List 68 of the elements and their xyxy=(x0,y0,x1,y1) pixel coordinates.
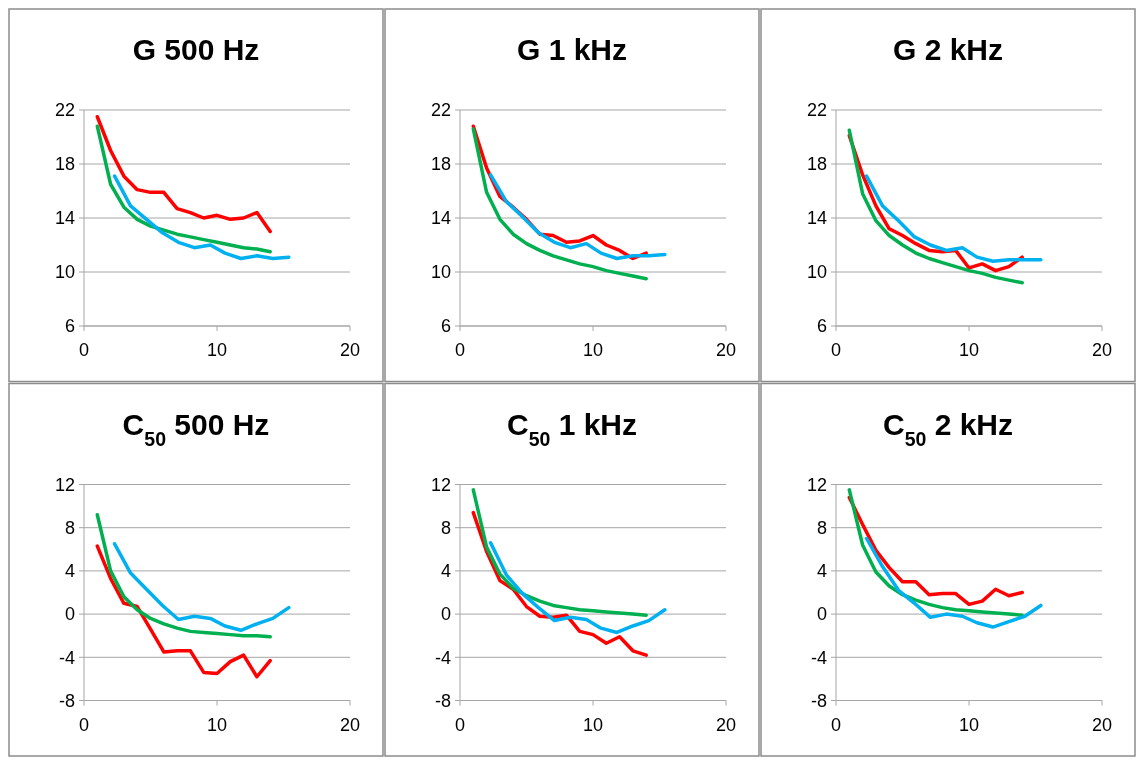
line-series xyxy=(112,174,291,261)
y-tick-label: -4 xyxy=(810,647,827,668)
line-series xyxy=(864,536,1043,629)
x-tick-label: 0 xyxy=(830,714,842,735)
chart-title: C$_{50}$ 500 Hz xyxy=(122,407,270,450)
y-tick-label: 8 xyxy=(816,518,827,538)
y-tick-label: 0 xyxy=(440,604,451,625)
y-tick-label: 22 xyxy=(430,100,451,121)
x-tick-label: 10 xyxy=(206,714,228,735)
chart-title: C$_{50}$ 1 kHz xyxy=(506,407,638,450)
y-tick-label: 18 xyxy=(430,154,451,175)
line-series xyxy=(95,544,272,679)
x-tick-label: 10 xyxy=(958,714,980,735)
y-tick-label: 4 xyxy=(816,561,827,582)
y-tick-label: 6 xyxy=(440,316,451,337)
x-tick-label: 0 xyxy=(78,340,90,360)
x-tick-label: 20 xyxy=(715,714,737,735)
y-tick-label: 4 xyxy=(440,561,451,582)
x-tick-label: 20 xyxy=(339,340,361,360)
line-series xyxy=(471,488,648,617)
y-tick-label: 0 xyxy=(64,604,75,625)
y-tick-label: 18 xyxy=(54,154,75,175)
line-series xyxy=(95,512,272,639)
line-series xyxy=(488,173,667,261)
y-tick-label: 12 xyxy=(806,474,827,495)
chart-title: C$_{50}$ 2 kHz xyxy=(882,407,1014,450)
x-tick-label: 10 xyxy=(958,340,980,360)
y-tick-label: 10 xyxy=(430,262,451,283)
y-tick-label: 14 xyxy=(54,208,75,229)
y-tick-label: 14 xyxy=(806,208,827,229)
line-series xyxy=(95,115,272,234)
line-series xyxy=(95,124,272,254)
y-tick-label: -8 xyxy=(810,690,827,711)
x-tick-label: 0 xyxy=(454,714,466,735)
line-series xyxy=(488,541,667,635)
x-tick-label: 20 xyxy=(715,340,737,360)
y-tick-label: -8 xyxy=(434,690,451,711)
y-tick-label: 6 xyxy=(816,316,827,337)
y-tick-label: 4 xyxy=(64,561,75,582)
y-tick-label: -8 xyxy=(58,690,75,711)
y-tick-label: 12 xyxy=(430,474,451,495)
chart-title: G 1 kHz xyxy=(516,33,628,66)
y-tick-label: 8 xyxy=(440,518,451,538)
x-tick-label: 0 xyxy=(454,340,466,360)
chart-title: G 2 kHz xyxy=(892,33,1004,66)
y-tick-label: -4 xyxy=(58,647,75,668)
y-tick-label: 18 xyxy=(806,154,827,175)
y-tick-label: 10 xyxy=(806,262,827,283)
y-tick-label: 10 xyxy=(54,262,75,283)
y-tick-label: 0 xyxy=(816,604,827,625)
x-tick-label: 10 xyxy=(582,340,604,360)
y-tick-label: 22 xyxy=(806,100,827,121)
x-tick-label: 0 xyxy=(78,714,90,735)
y-tick-label: 14 xyxy=(430,208,451,229)
line-series xyxy=(112,542,291,633)
x-tick-label: 20 xyxy=(339,714,361,735)
y-tick-label: 6 xyxy=(64,316,75,337)
line-series xyxy=(864,174,1043,263)
chart-title: G 500 Hz xyxy=(132,33,260,66)
x-tick-label: 10 xyxy=(206,340,228,360)
x-tick-label: 20 xyxy=(1091,714,1113,735)
x-tick-label: 0 xyxy=(830,340,842,360)
x-tick-label: 10 xyxy=(582,714,604,735)
y-tick-label: 22 xyxy=(54,100,75,121)
y-tick-label: 8 xyxy=(64,518,75,538)
y-tick-label: -4 xyxy=(434,647,451,668)
y-tick-label: 12 xyxy=(54,474,75,495)
x-tick-label: 20 xyxy=(1091,340,1113,360)
